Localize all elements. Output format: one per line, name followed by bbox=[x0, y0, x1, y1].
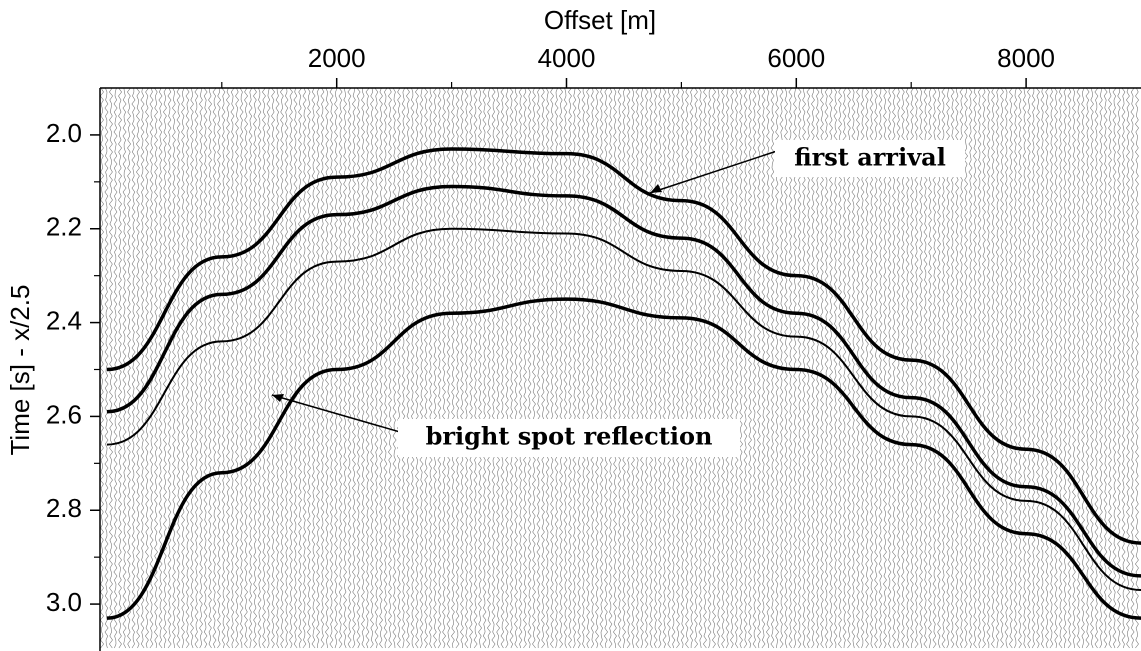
y-tick-label: 2.6 bbox=[46, 399, 82, 429]
y-tick-label: 2.4 bbox=[46, 305, 82, 335]
y-tick-label: 2.2 bbox=[46, 212, 82, 242]
annotation-box bbox=[775, 140, 965, 177]
trace-texture bbox=[100, 88, 1139, 649]
event-line bbox=[106, 227, 1141, 592]
x-tick-label: 2000 bbox=[308, 43, 366, 73]
events bbox=[106, 147, 1141, 620]
event-line bbox=[106, 184, 1141, 578]
arrow bbox=[271, 394, 401, 433]
y-tick-label: 3.0 bbox=[46, 587, 82, 617]
y-tick-label: 2.8 bbox=[46, 493, 82, 523]
wiggle-traces bbox=[100, 88, 1139, 649]
arrow-head bbox=[650, 184, 662, 193]
annotation: first arrival bbox=[794, 143, 946, 172]
y-tick-label: 2.0 bbox=[46, 118, 82, 148]
arrow-head bbox=[272, 394, 284, 402]
annotation: bright spot reflection bbox=[426, 422, 713, 451]
x-axis-label: Offset [m] bbox=[544, 5, 656, 35]
x-tick-label: 8000 bbox=[997, 43, 1055, 73]
annotation-box bbox=[398, 419, 740, 457]
y-axis-label: Time [s] - x/2.5 bbox=[5, 285, 35, 456]
x-tick-label: 6000 bbox=[767, 43, 825, 73]
event-line bbox=[106, 297, 1141, 620]
event-line bbox=[106, 147, 1141, 545]
x-tick-label: 4000 bbox=[538, 43, 596, 73]
arrow bbox=[649, 149, 781, 194]
